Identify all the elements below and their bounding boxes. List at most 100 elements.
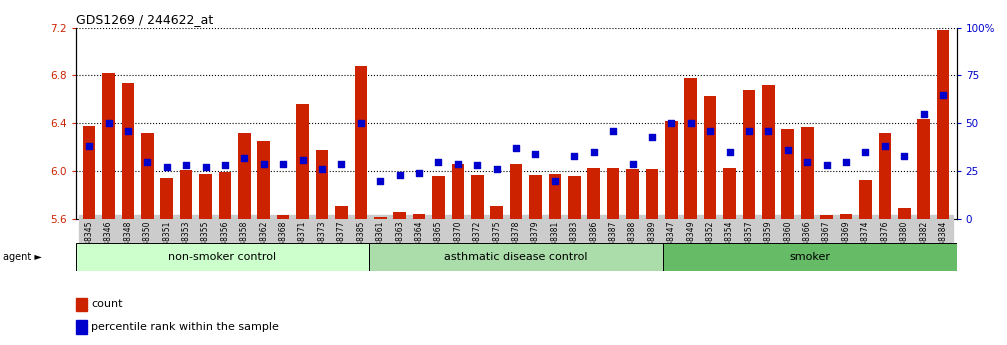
Bar <box>471 175 483 219</box>
Point <box>683 120 699 126</box>
Bar <box>76 298 87 311</box>
Bar <box>83 126 96 219</box>
Text: agent ►: agent ► <box>3 252 42 262</box>
Bar <box>219 172 232 219</box>
Point <box>333 161 349 166</box>
Bar <box>238 133 251 219</box>
Bar <box>665 121 678 219</box>
Point <box>936 92 952 97</box>
Bar <box>840 214 852 219</box>
Point <box>256 161 272 166</box>
Bar <box>937 30 950 219</box>
Text: GDS1269 / 244622_at: GDS1269 / 244622_at <box>76 13 212 27</box>
Text: smoker: smoker <box>789 252 831 262</box>
Bar <box>122 83 134 219</box>
Bar <box>859 180 872 219</box>
Point <box>664 120 680 126</box>
Point <box>430 159 446 165</box>
Point <box>819 163 835 168</box>
Point <box>877 144 893 149</box>
Point <box>566 153 582 159</box>
Bar <box>103 73 115 219</box>
Bar <box>296 104 309 219</box>
Bar <box>141 133 154 219</box>
Point <box>508 146 524 151</box>
Bar <box>723 168 736 219</box>
Point <box>294 157 310 162</box>
Point <box>101 120 117 126</box>
Point <box>81 144 97 149</box>
Text: non-smoker control: non-smoker control <box>168 252 277 262</box>
Point <box>722 149 738 155</box>
Bar <box>878 133 891 219</box>
Point <box>392 172 408 178</box>
Point <box>469 163 485 168</box>
Point <box>896 153 912 159</box>
Point <box>237 155 253 160</box>
Bar <box>432 176 445 219</box>
Point <box>139 159 155 165</box>
Bar <box>199 174 211 219</box>
Point <box>159 165 175 170</box>
Point <box>838 159 854 165</box>
Point <box>915 111 931 117</box>
Text: asthmatic disease control: asthmatic disease control <box>444 252 588 262</box>
Point <box>605 128 621 134</box>
Point <box>450 161 466 166</box>
Bar <box>626 169 638 219</box>
Bar <box>510 164 523 219</box>
Bar <box>258 141 270 219</box>
Bar <box>549 174 561 219</box>
Bar <box>781 129 795 219</box>
Bar <box>354 66 368 219</box>
Point <box>643 134 660 139</box>
Bar <box>645 169 659 219</box>
Bar <box>160 178 173 219</box>
Point <box>373 178 389 184</box>
Point <box>586 149 602 155</box>
Point <box>314 167 330 172</box>
Bar <box>587 168 600 219</box>
Bar <box>607 168 619 219</box>
Point <box>760 128 776 134</box>
Point <box>547 178 563 184</box>
Bar <box>568 176 581 219</box>
Bar <box>394 212 406 219</box>
Point <box>197 165 213 170</box>
Point <box>275 161 291 166</box>
Bar <box>801 127 814 219</box>
FancyBboxPatch shape <box>663 243 957 271</box>
Bar <box>316 150 328 219</box>
Text: count: count <box>92 299 123 309</box>
Bar <box>898 208 910 219</box>
Bar <box>490 206 502 219</box>
Bar <box>76 320 87 334</box>
Point <box>800 159 816 165</box>
Bar <box>180 170 192 219</box>
Bar <box>277 216 289 219</box>
Text: percentile rank within the sample: percentile rank within the sample <box>92 322 279 332</box>
Point <box>217 163 233 168</box>
Bar <box>917 119 929 219</box>
Point <box>741 128 757 134</box>
Bar <box>762 85 774 219</box>
Bar <box>821 216 833 219</box>
Bar <box>413 214 425 219</box>
Point <box>411 170 427 176</box>
Point <box>624 161 640 166</box>
Point <box>779 147 796 153</box>
Point <box>120 128 136 134</box>
Bar <box>335 206 347 219</box>
Bar <box>530 175 542 219</box>
Point <box>178 163 194 168</box>
Point <box>488 167 505 172</box>
Bar <box>704 96 716 219</box>
Point <box>857 149 873 155</box>
Point <box>352 120 369 126</box>
FancyBboxPatch shape <box>76 243 370 271</box>
Bar <box>451 164 464 219</box>
Bar <box>374 217 387 219</box>
Bar <box>743 90 755 219</box>
FancyBboxPatch shape <box>370 243 663 271</box>
Point <box>528 151 544 157</box>
